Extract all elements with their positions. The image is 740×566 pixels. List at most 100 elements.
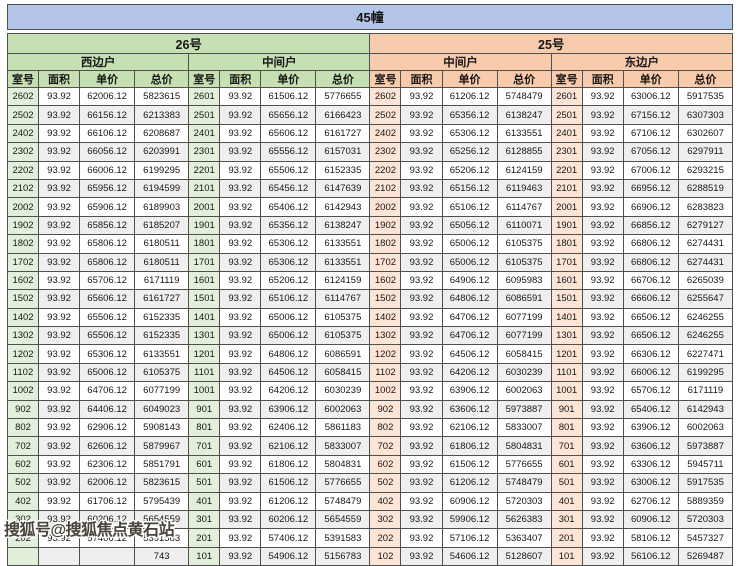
unit-price-cell: 65606.12 — [260, 123, 317, 144]
room-cell: 1502 — [369, 289, 402, 309]
total-price-cell: 5889359 — [677, 491, 734, 511]
total-price-cell: 6152335 — [134, 326, 190, 346]
area-cell: 93.92 — [38, 289, 81, 309]
total-price-cell: 6002063 — [677, 418, 734, 438]
room-cell: 1801 — [188, 234, 221, 254]
column-header: 室号 — [6, 70, 40, 88]
unit-price-cell: 65356.12 — [260, 215, 317, 236]
total-price-cell: 6128855 — [496, 142, 552, 162]
area-cell: 93.92 — [38, 326, 81, 346]
room-cell: 402 — [369, 491, 402, 511]
total-price-cell: 5833007 — [496, 418, 552, 438]
total-price-cell: 5879967 — [134, 436, 190, 456]
total-price-cell: 6227471 — [677, 344, 734, 364]
area-cell: 93.92 — [219, 123, 262, 144]
unit-price-cell: 64406.12 — [79, 399, 136, 420]
area-cell: 93.92 — [581, 123, 624, 144]
room-cell: 602 — [6, 454, 40, 475]
table-row: 402 93.92 61706.12 5795439 401 93.92 61206.12 5… — [6, 491, 734, 511]
sohu-watermark: 搜狐号@搜狐焦点黄石站 — [4, 522, 175, 539]
unit-price-cell: 66906.12 — [622, 197, 679, 217]
area-cell: 93.92 — [581, 399, 624, 420]
room-cell: 2201 — [188, 160, 221, 180]
total-price-cell: 6105375 — [496, 252, 552, 272]
total-price-cell: 6157031 — [315, 142, 371, 162]
room-cell: 1401 — [188, 307, 221, 328]
area-cell: 93.92 — [581, 270, 624, 291]
unit-price-cell: 64206.12 — [441, 362, 498, 383]
room-cell: 301 — [188, 509, 221, 530]
room-cell: 2402 — [369, 123, 402, 144]
room-cell: 2502 — [6, 105, 40, 125]
room-cell: 1102 — [6, 362, 40, 383]
area-cell: 93.92 — [581, 381, 624, 401]
room-cell: 2301 — [188, 142, 221, 162]
unit-price-cell: 65906.12 — [79, 197, 136, 217]
unit-price-cell: 66606.12 — [622, 289, 679, 309]
total-price-cell: 5748479 — [496, 86, 552, 107]
total-price-cell: 6086591 — [315, 344, 371, 364]
unit-price-cell: 65256.12 — [441, 142, 498, 162]
area-cell: 93.92 — [219, 546, 262, 566]
area-cell: 93.92 — [400, 509, 443, 530]
unit-price-cell: 65006.12 — [79, 362, 136, 383]
unit-price-cell: 61206.12 — [260, 491, 317, 511]
table-row: 2502 93.92 66156.12 6213383 2501 93.92 65656.1… — [6, 105, 734, 125]
room-cell — [6, 546, 40, 566]
unit-price-cell: 65306.12 — [260, 252, 317, 272]
total-price-cell: 6246255 — [677, 307, 734, 328]
unit-price-cell: 61206.12 — [441, 473, 498, 493]
total-price-cell: 6283823 — [677, 197, 734, 217]
area-cell: 93.92 — [400, 418, 443, 438]
unit-price-cell: 65306.12 — [260, 234, 317, 254]
area-cell: 93.92 — [581, 105, 624, 125]
table-row: 1602 93.92 65706.12 6171119 1601 93.92 65206.1… — [6, 270, 734, 291]
table-row: 2002 93.92 65906.12 6189903 2001 93.92 65406.1… — [6, 197, 734, 217]
total-price-cell: 6199295 — [134, 160, 190, 180]
room-cell: 201 — [550, 528, 583, 548]
unit-price-cell: 61506.12 — [260, 473, 317, 493]
total-price-cell: 6119463 — [496, 178, 552, 199]
room-cell: 1501 — [550, 289, 583, 309]
room-cell: 1702 — [6, 252, 40, 272]
room-cell: 802 — [6, 418, 40, 438]
unit-price-cell: 65556.12 — [260, 142, 317, 162]
area-cell: 93.92 — [581, 86, 624, 107]
room-cell: 801 — [550, 418, 583, 438]
room-cell: 401 — [550, 491, 583, 511]
table-row: 1202 93.92 65306.12 6133551 1201 93.92 64806.1… — [6, 344, 734, 364]
unit-price-cell: 65706.12 — [622, 381, 679, 401]
room-cell: 701 — [188, 436, 221, 456]
room-cell: 2601 — [188, 86, 221, 107]
unit-price-cell: 65956.12 — [79, 178, 136, 199]
column-header: 总价 — [677, 70, 734, 88]
total-price-cell: 5823615 — [134, 473, 190, 493]
unit-price-cell: 62306.12 — [79, 454, 136, 475]
total-price-cell: 6077199 — [134, 381, 190, 401]
room-cell: 2002 — [6, 197, 40, 217]
column-header: 室号 — [550, 70, 583, 88]
total-price-cell: 6142943 — [315, 197, 371, 217]
area-cell: 93.92 — [219, 252, 262, 272]
total-price-cell: 6124159 — [315, 270, 371, 291]
column-header: 面积 — [219, 70, 262, 88]
total-price-cell: 5917535 — [677, 86, 734, 107]
room-cell: 901 — [550, 399, 583, 420]
area-cell: 93.92 — [581, 326, 624, 346]
table-row: 743 101 93.92 54906.12 5156783 102 93.92 54606.… — [6, 546, 734, 566]
unit-price-cell: 61806.12 — [260, 454, 317, 475]
unit-price-cell: 64506.12 — [441, 344, 498, 364]
area-cell: 93.92 — [38, 105, 81, 125]
unit-price-cell: 64706.12 — [79, 381, 136, 401]
total-price-cell: 6152335 — [134, 307, 190, 328]
total-price-cell: 5823615 — [134, 86, 190, 107]
table-row: 1302 93.92 65506.12 6152335 1301 93.92 65006.1… — [6, 326, 734, 346]
area-cell: 93.92 — [400, 86, 443, 107]
table-row: 1102 93.92 65006.12 6105375 1101 93.92 64506.1… — [6, 362, 734, 383]
unit-price-cell: 63606.12 — [622, 436, 679, 456]
area-cell: 93.92 — [400, 546, 443, 566]
area-cell: 93.92 — [400, 270, 443, 291]
room-cell: 1001 — [550, 381, 583, 401]
price-table-head: 26号 25号 西边户 中间户 中间户 东边户 室号 面积 单价 总价 室号 面积 单价 总价 室号 面积 单价… — [6, 33, 734, 88]
total-price-cell: 6095983 — [496, 270, 552, 291]
